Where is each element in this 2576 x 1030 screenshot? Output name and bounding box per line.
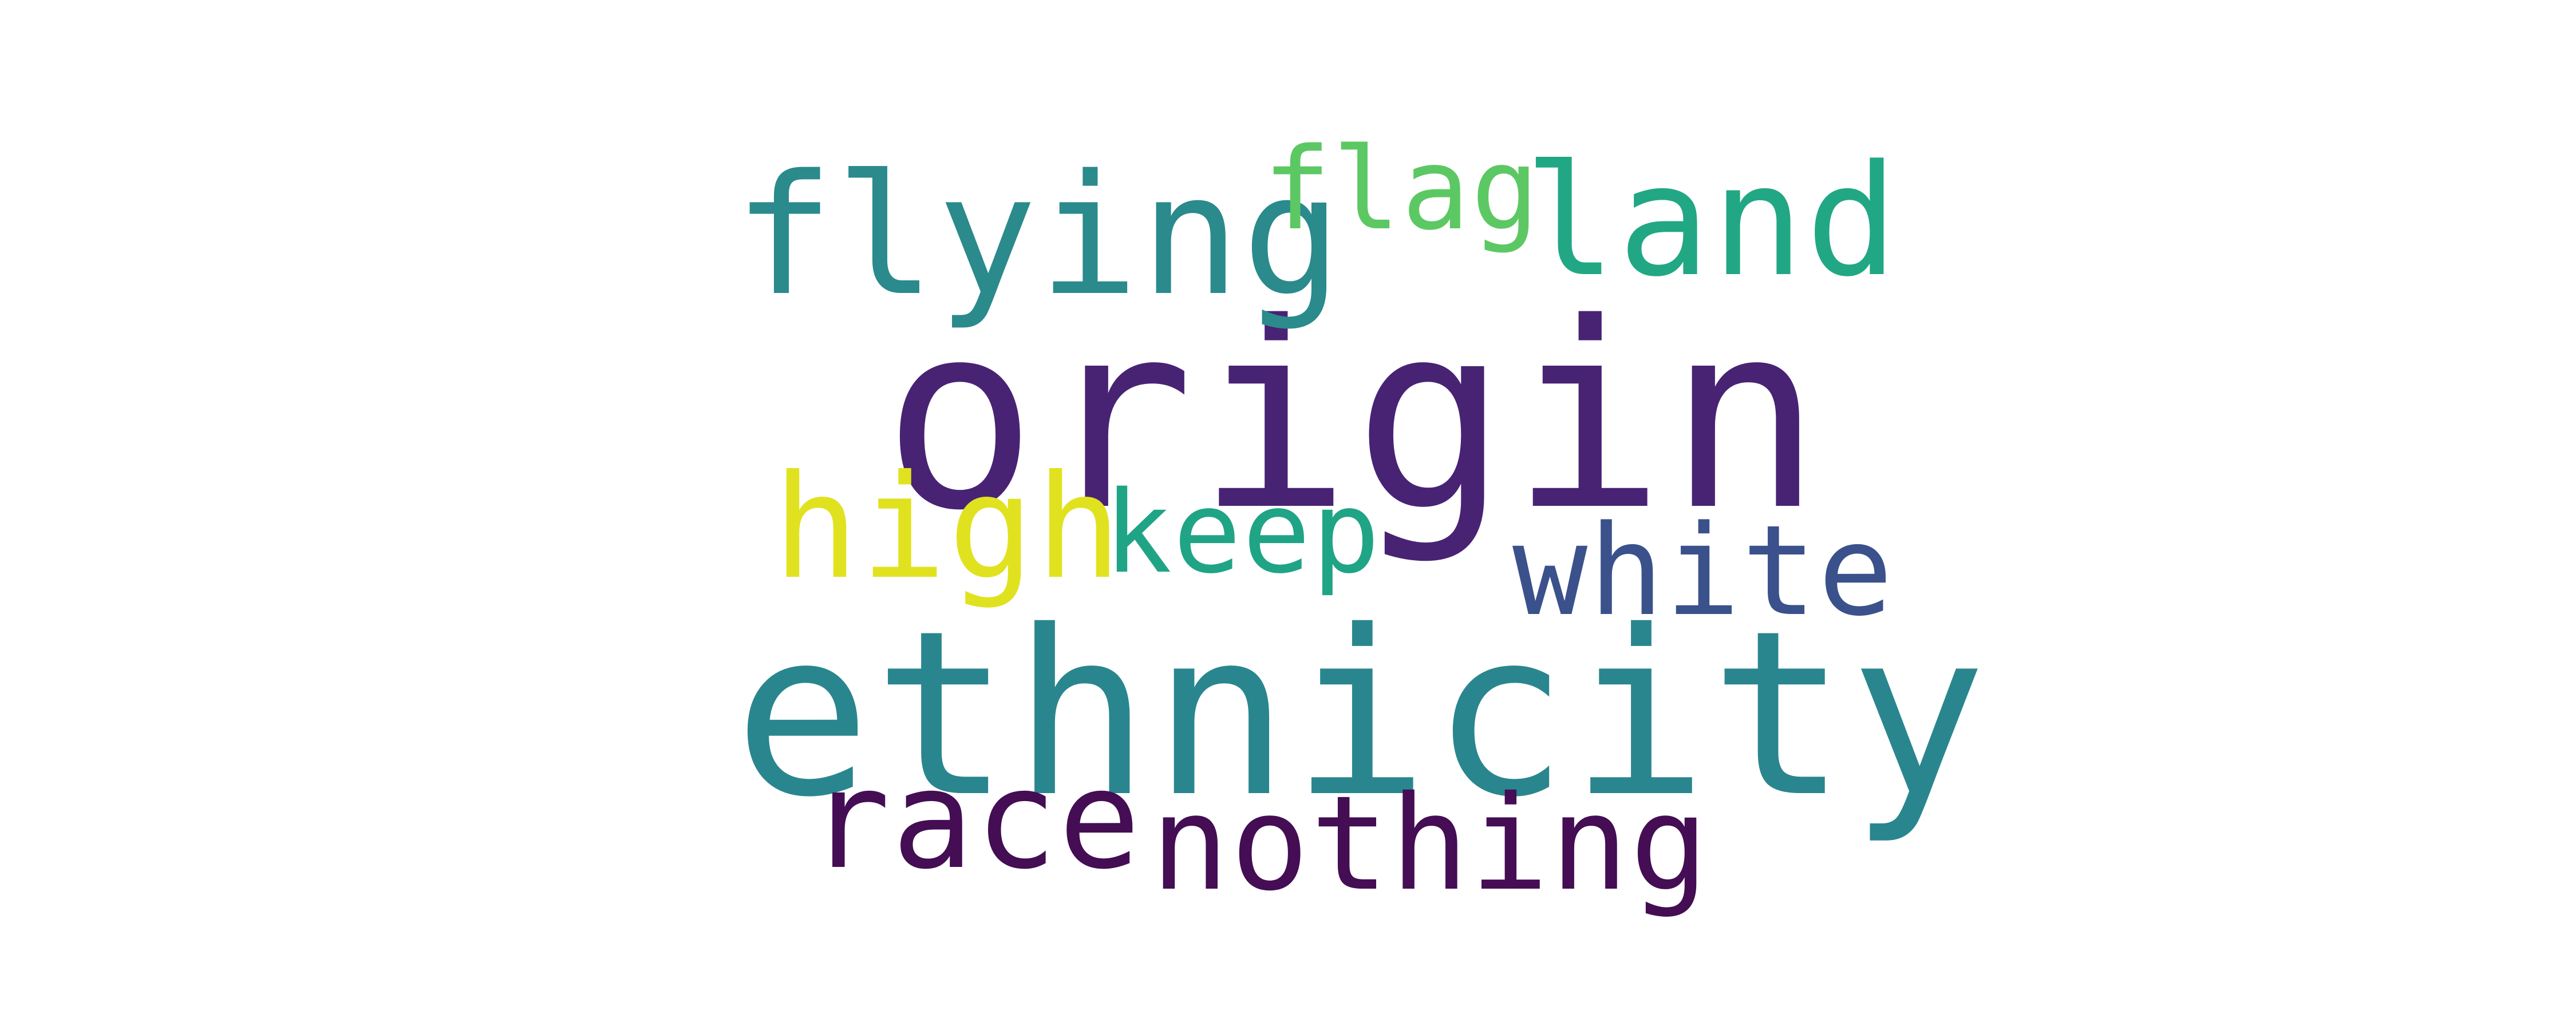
word-flag: flag <box>1263 123 1540 255</box>
word-white: white <box>1512 499 1895 644</box>
word-flying: flying <box>734 140 1344 332</box>
word-land: land <box>1524 132 1900 311</box>
word-keep: keep <box>1104 466 1381 599</box>
word-race: race <box>808 741 1142 900</box>
word-nothing: nothing <box>1151 767 1710 920</box>
word-origin: origin <box>883 268 1825 566</box>
word-ethnicity: ethnicity <box>734 582 1989 847</box>
word-high: high <box>773 444 1124 611</box>
